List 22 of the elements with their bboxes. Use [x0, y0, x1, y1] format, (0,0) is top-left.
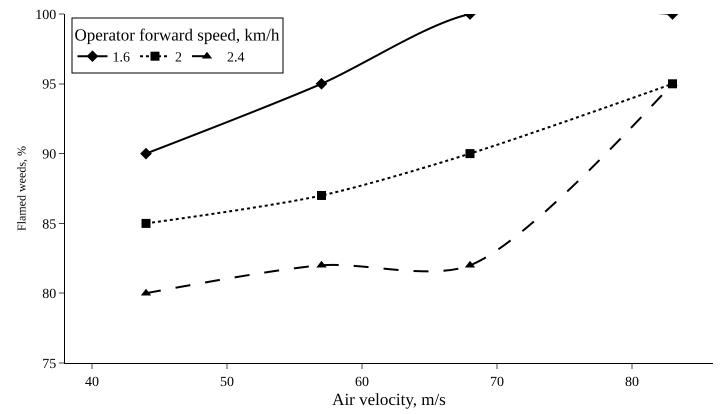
legend-label: 2.4	[226, 50, 244, 66]
x-tick-label: 70	[490, 374, 504, 390]
x-tick-label: 40	[85, 374, 99, 390]
y-axis-title: Flamed weeds, %	[14, 146, 28, 231]
legend-title: Operator forward speed, km/h	[74, 26, 280, 45]
y-tick-label: 90	[42, 148, 56, 162]
point	[317, 190, 326, 200]
y-tick-label: 80	[42, 287, 56, 302]
y-tick-label: 85	[42, 217, 56, 232]
x-axis-title: Air velocity, m/s	[332, 390, 446, 410]
y-tick-label: 75	[42, 356, 56, 372]
legend-label: 1.6	[112, 50, 130, 66]
y-tick-label: 95	[42, 78, 56, 93]
point	[316, 78, 328, 90]
point	[466, 149, 474, 158]
point	[142, 218, 150, 228]
x-tick-label: 80	[625, 374, 639, 390]
x-tick-label: 60	[355, 374, 369, 390]
legend-label: 2	[174, 50, 182, 66]
x-tick-label: 50	[220, 374, 234, 390]
point	[140, 148, 152, 160]
y-tick-label: 100	[35, 8, 56, 23]
